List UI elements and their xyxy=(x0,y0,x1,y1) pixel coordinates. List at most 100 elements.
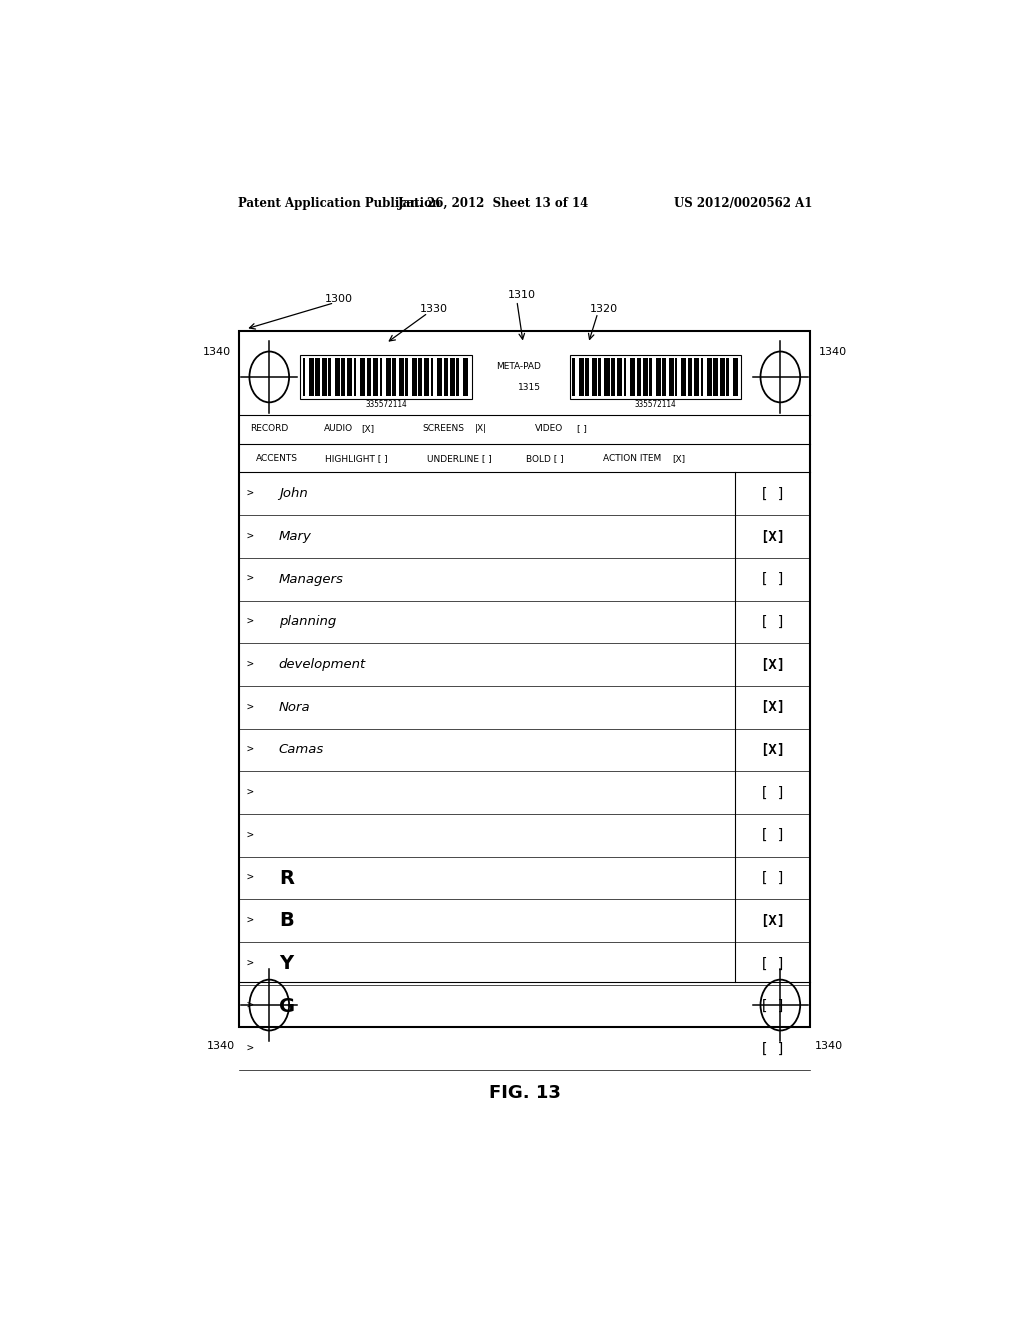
Text: >: > xyxy=(247,916,254,925)
Bar xyxy=(694,358,699,396)
Text: US 2012/0020562 A1: US 2012/0020562 A1 xyxy=(674,197,812,210)
Text: AUDIO: AUDIO xyxy=(324,424,353,433)
Bar xyxy=(450,358,455,396)
Text: VIDEO: VIDEO xyxy=(535,424,563,433)
Bar xyxy=(315,358,319,396)
Text: 1320: 1320 xyxy=(590,304,618,314)
Bar xyxy=(624,358,627,396)
Text: >: > xyxy=(247,574,254,585)
Bar xyxy=(367,358,371,396)
Text: Jan. 26, 2012  Sheet 13 of 14: Jan. 26, 2012 Sheet 13 of 14 xyxy=(397,197,589,210)
Bar xyxy=(335,358,340,396)
Bar xyxy=(457,358,459,396)
Bar xyxy=(598,358,600,396)
Text: [X]: [X] xyxy=(760,743,785,756)
Text: [X]: [X] xyxy=(760,657,785,672)
Text: [X]: [X] xyxy=(672,454,685,463)
Text: Managers: Managers xyxy=(279,573,344,586)
Text: META-PAD: META-PAD xyxy=(496,362,541,371)
Bar xyxy=(329,358,331,396)
Bar xyxy=(443,358,447,396)
Bar xyxy=(412,358,417,396)
Bar xyxy=(572,358,574,396)
Text: [X]: [X] xyxy=(760,700,785,714)
Bar xyxy=(354,358,356,396)
Text: >: > xyxy=(247,788,254,797)
Text: 335572114: 335572114 xyxy=(366,400,407,409)
Text: [ ]: [ ] xyxy=(760,999,785,1012)
Text: Y: Y xyxy=(279,954,293,973)
Text: ACTION ITEM: ACTION ITEM xyxy=(603,454,662,463)
Text: John: John xyxy=(279,487,307,500)
Text: >: > xyxy=(247,532,254,541)
Text: >: > xyxy=(247,873,254,883)
Bar xyxy=(675,358,678,396)
Bar xyxy=(592,358,597,396)
Bar xyxy=(406,358,408,396)
Bar xyxy=(707,358,712,396)
Bar xyxy=(637,358,641,396)
Text: 1340: 1340 xyxy=(203,347,231,356)
Text: Camas: Camas xyxy=(279,743,324,756)
Text: >: > xyxy=(247,830,254,841)
Text: FIG. 13: FIG. 13 xyxy=(488,1085,561,1102)
Bar xyxy=(392,358,396,396)
Bar xyxy=(604,358,609,396)
Text: SCREENS: SCREENS xyxy=(423,424,465,433)
Text: BOLD [ ]: BOLD [ ] xyxy=(526,454,563,463)
Bar xyxy=(300,355,472,399)
Bar xyxy=(303,358,305,396)
Text: 1340: 1340 xyxy=(207,1040,236,1051)
Bar xyxy=(437,358,442,396)
Bar xyxy=(720,358,725,396)
Text: |X|: |X| xyxy=(475,424,487,433)
Bar xyxy=(347,358,352,396)
Text: 1330: 1330 xyxy=(420,304,449,314)
Text: B: B xyxy=(279,911,294,931)
Text: [ ]: [ ] xyxy=(760,957,785,970)
Text: [ ]: [ ] xyxy=(760,1041,785,1056)
Text: [ ]: [ ] xyxy=(760,615,785,628)
Bar xyxy=(570,355,741,399)
Text: [ ]: [ ] xyxy=(760,871,785,884)
Text: 1340: 1340 xyxy=(814,1040,843,1051)
Text: [X]: [X] xyxy=(361,424,374,433)
Text: [ ]: [ ] xyxy=(760,572,785,586)
Bar xyxy=(322,358,327,396)
Bar xyxy=(663,358,667,396)
Text: >: > xyxy=(247,488,254,499)
Bar xyxy=(700,358,703,396)
Text: RECORD: RECORD xyxy=(250,424,289,433)
Text: [X]: [X] xyxy=(760,913,785,928)
Bar xyxy=(579,358,584,396)
Text: development: development xyxy=(279,659,366,671)
Text: ACCENTS: ACCENTS xyxy=(256,454,298,463)
Bar xyxy=(611,358,615,396)
Text: 1315: 1315 xyxy=(518,383,542,392)
Text: >: > xyxy=(247,660,254,669)
Bar xyxy=(418,358,422,396)
Text: UNDERLINE [ ]: UNDERLINE [ ] xyxy=(427,454,493,463)
Bar xyxy=(380,358,382,396)
Bar xyxy=(649,358,652,396)
Bar xyxy=(726,358,729,396)
Bar xyxy=(431,358,433,396)
Bar xyxy=(643,358,648,396)
Text: [ ]: [ ] xyxy=(760,785,785,800)
Bar xyxy=(424,358,429,396)
Text: 1340: 1340 xyxy=(818,347,847,356)
Bar xyxy=(240,331,811,1027)
Text: >: > xyxy=(247,616,254,627)
Bar xyxy=(732,358,737,396)
Text: 1310: 1310 xyxy=(507,289,536,300)
Text: HIGHLIGHT [ ]: HIGHLIGHT [ ] xyxy=(326,454,388,463)
Text: 1300: 1300 xyxy=(325,293,353,304)
Text: Mary: Mary xyxy=(279,531,311,543)
Bar xyxy=(714,358,718,396)
Bar xyxy=(386,358,391,396)
Bar xyxy=(688,358,692,396)
Bar xyxy=(373,358,378,396)
Text: G: G xyxy=(279,997,295,1015)
Text: [ ]: [ ] xyxy=(760,829,785,842)
Bar xyxy=(463,358,468,396)
